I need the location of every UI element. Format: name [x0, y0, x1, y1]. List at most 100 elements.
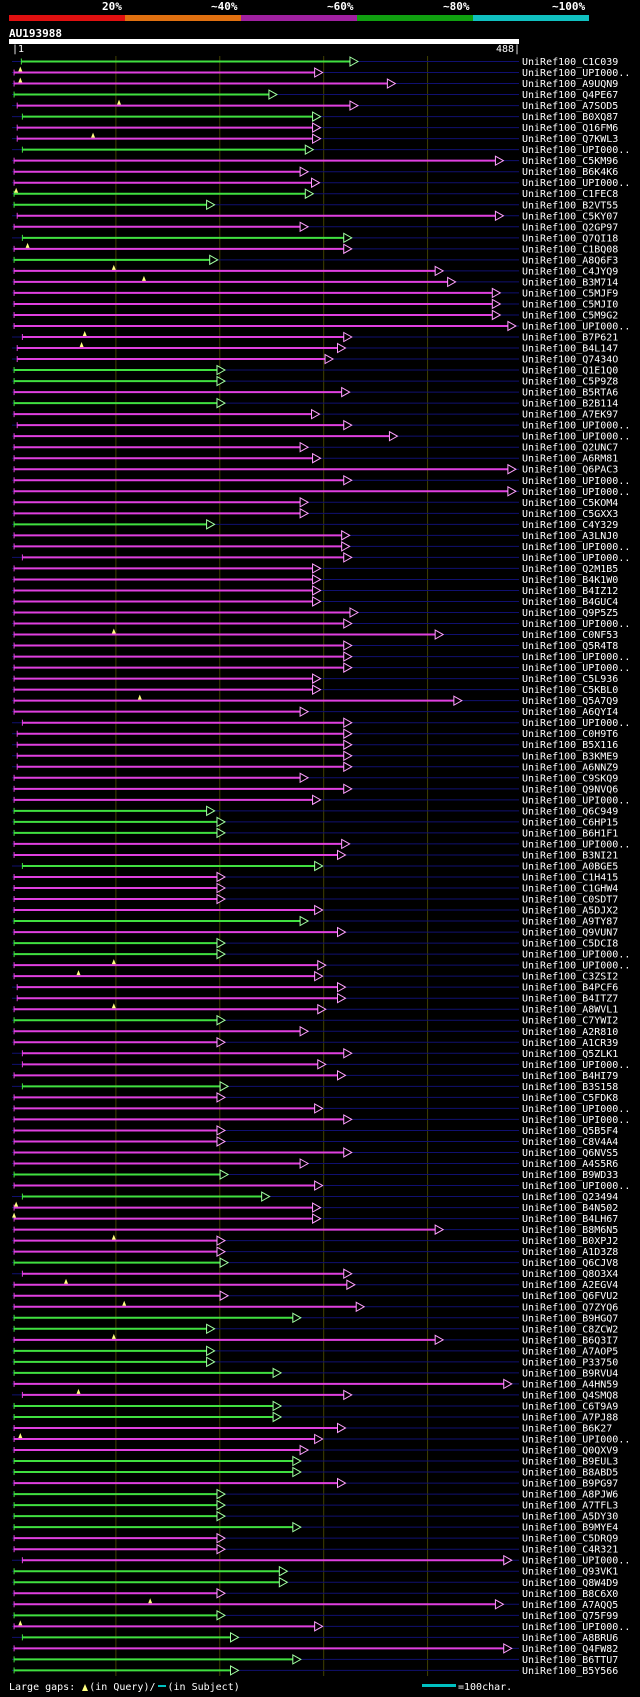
hit-label[interactable]: UniRef100_C1H415 — [522, 872, 618, 883]
hit-label[interactable]: UniRef100_Q9VUN7 — [522, 928, 618, 939]
hit-label[interactable]: UniRef100_Q6CJV8 — [522, 1258, 618, 1269]
hit-label[interactable]: UniRef100_C5GXX3 — [522, 509, 618, 520]
hit-label[interactable]: UniRef100_Q2GP97 — [522, 222, 618, 233]
hit-label[interactable]: UniRef100_C3ZSI2 — [522, 972, 618, 983]
hit-label[interactable]: UniRef100_B9MYE4 — [522, 1523, 618, 1534]
hit-label[interactable]: UniRef100_Q5A7Q9 — [522, 696, 618, 707]
hit-label[interactable]: UniRef100_C5KM96 — [522, 156, 618, 167]
hit-label[interactable]: UniRef100_UPI000.. — [522, 68, 630, 79]
hit-label[interactable]: UniRef100_Q7ZYQ6 — [522, 1302, 618, 1313]
hit-label[interactable]: UniRef100_UPI000.. — [522, 1104, 630, 1115]
hit-label[interactable]: UniRef100_C0SDT7 — [522, 895, 618, 906]
hit-label[interactable]: UniRef100_B4GUC4 — [522, 597, 618, 608]
hit-label[interactable]: UniRef100_Q5B5F4 — [522, 1126, 618, 1137]
hit-label[interactable]: UniRef100_B5RTA6 — [522, 388, 618, 399]
hit-label[interactable]: UniRef100_UPI000.. — [522, 178, 630, 189]
hit-label[interactable]: UniRef100_C5L936 — [522, 674, 618, 685]
hit-label[interactable]: UniRef100_UPI000.. — [522, 321, 630, 332]
hit-label[interactable]: UniRef100_B4N502 — [522, 1203, 618, 1214]
hit-label[interactable]: UniRef100_A1CR39 — [522, 1038, 618, 1049]
hit-label[interactable]: UniRef100_B4PCF6 — [522, 983, 618, 994]
hit-label[interactable]: UniRef100_A1D3Z8 — [522, 1247, 618, 1258]
hit-label[interactable]: UniRef100_A7SOD5 — [522, 101, 618, 112]
hit-label[interactable]: UniRef100_Q7KWL3 — [522, 134, 618, 145]
hit-label[interactable]: UniRef100_UPI000.. — [522, 145, 630, 156]
hit-label[interactable]: UniRef100_A4HN59 — [522, 1379, 618, 1390]
hit-label[interactable]: UniRef100_Q93VK1 — [522, 1567, 618, 1578]
hit-label[interactable]: UniRef100_B3M714 — [522, 277, 618, 288]
hit-label[interactable]: UniRef100_C8ZCW2 — [522, 1324, 618, 1335]
hit-label[interactable]: UniRef100_A7AOP5 — [522, 1346, 618, 1357]
hit-label[interactable]: UniRef100_UPI000.. — [522, 487, 630, 498]
hit-label[interactable]: UniRef100_B0XQ87 — [522, 112, 618, 123]
hit-label[interactable]: UniRef100_A7AQQ5 — [522, 1600, 618, 1611]
hit-label[interactable]: UniRef100_Q4SMQ8 — [522, 1390, 618, 1401]
hit-label[interactable]: UniRef100_C5MJF9 — [522, 288, 618, 299]
hit-label[interactable]: UniRef100_Q9NVQ6 — [522, 784, 618, 795]
hit-label[interactable]: UniRef100_Q7QI18 — [522, 233, 618, 244]
hit-label[interactable]: UniRef100_B2B114 — [522, 399, 618, 410]
hit-label[interactable]: UniRef100_UPI000.. — [522, 961, 630, 972]
hit-label[interactable]: UniRef100_B6K27 — [522, 1423, 612, 1434]
hit-label[interactable]: UniRef100_C0NF53 — [522, 630, 618, 641]
hit-label[interactable]: UniRef100_B3NI21 — [522, 850, 618, 861]
hit-label[interactable]: UniRef100_C9SKQ9 — [522, 773, 618, 784]
hit-label[interactable]: UniRef100_B5X116 — [522, 740, 618, 751]
hit-label[interactable]: UniRef100_B9EUL3 — [522, 1457, 618, 1468]
hit-label[interactable]: UniRef100_A6RM81 — [522, 454, 618, 465]
hit-label[interactable]: UniRef100_B6K4K6 — [522, 167, 618, 178]
hit-label[interactable]: UniRef100_A9TY87 — [522, 917, 618, 928]
hit-label[interactable]: UniRef100_C4R321 — [522, 1545, 618, 1556]
hit-label[interactable]: UniRef100_UPI000.. — [522, 421, 630, 432]
hit-label[interactable]: UniRef100_B9PG97 — [522, 1479, 618, 1490]
hit-label[interactable]: UniRef100_Q6FVU2 — [522, 1291, 618, 1302]
hit-label[interactable]: UniRef100_C5KY07 — [522, 211, 618, 222]
hit-label[interactable]: UniRef100_B9WD33 — [522, 1170, 618, 1181]
hit-label[interactable]: UniRef100_UPI000.. — [522, 718, 630, 729]
hit-label[interactable]: UniRef100_Q23494 — [522, 1192, 618, 1203]
hit-label[interactable]: UniRef100_B5Y566 — [522, 1666, 618, 1677]
hit-label[interactable]: UniRef100_A2EGV4 — [522, 1280, 618, 1291]
hit-label[interactable]: UniRef100_UPI000.. — [522, 1181, 630, 1192]
hit-label[interactable]: UniRef100_C5KBL0 — [522, 685, 618, 696]
hit-label[interactable]: UniRef100_B4HI79 — [522, 1071, 618, 1082]
hit-label[interactable]: UniRef100_A0BGE5 — [522, 861, 618, 872]
hit-label[interactable]: UniRef100_UPI000.. — [522, 432, 630, 443]
hit-label[interactable]: UniRef100_A7TFL3 — [522, 1501, 618, 1512]
hit-label[interactable]: UniRef100_C1GHW4 — [522, 884, 618, 895]
hit-label[interactable]: UniRef100_B2VT55 — [522, 200, 618, 211]
hit-label[interactable]: UniRef100_Q1E1Q0 — [522, 366, 618, 377]
hit-label[interactable]: UniRef100_A8PJW6 — [522, 1490, 618, 1501]
hit-label[interactable]: UniRef100_UPI000.. — [522, 1435, 630, 1446]
hit-label[interactable]: UniRef100_Q4PE67 — [522, 90, 618, 101]
hit-label[interactable]: UniRef100_C5DRQ9 — [522, 1534, 618, 1545]
hit-label[interactable]: UniRef100_B4ITZ7 — [522, 994, 618, 1005]
hit-label[interactable]: UniRef100_UPI000.. — [522, 950, 630, 961]
hit-label[interactable]: UniRef100_B3KME9 — [522, 751, 618, 762]
hit-label[interactable]: UniRef100_C1BQ08 — [522, 244, 618, 255]
hit-label[interactable]: UniRef100_Q6C949 — [522, 806, 618, 817]
hit-label[interactable]: UniRef100_Q75F99 — [522, 1611, 618, 1622]
hit-label[interactable]: UniRef100_Q2UNC7 — [522, 443, 618, 454]
hit-label[interactable]: UniRef100_C5FDK8 — [522, 1093, 618, 1104]
hit-label[interactable]: UniRef100_C5MJI0 — [522, 299, 618, 310]
hit-label[interactable]: UniRef100_UPI000.. — [522, 553, 630, 564]
hit-label[interactable]: UniRef100_B6TTU7 — [522, 1655, 618, 1666]
hit-label[interactable]: UniRef100_A5DJX2 — [522, 906, 618, 917]
hit-label[interactable]: UniRef100_Q16FM6 — [522, 123, 618, 134]
hit-label[interactable]: UniRef100_A3LNJ0 — [522, 531, 618, 542]
hit-label[interactable]: UniRef100_Q8O3X4 — [522, 1269, 618, 1280]
hit-label[interactable]: UniRef100_Q7434O — [522, 355, 618, 366]
hit-label[interactable]: UniRef100_Q8W4D9 — [522, 1578, 618, 1589]
hit-label[interactable]: UniRef100_UPI000.. — [522, 663, 630, 674]
hit-label[interactable]: UniRef100_UPI000.. — [522, 1060, 630, 1071]
hit-label[interactable]: UniRef100_B4K1W0 — [522, 575, 618, 586]
hit-label[interactable]: UniRef100_C5DCI8 — [522, 939, 618, 950]
hit-label[interactable]: UniRef100_B7P621 — [522, 333, 618, 344]
hit-label[interactable]: UniRef100_UPI000.. — [522, 652, 630, 663]
hit-label[interactable]: UniRef100_Q5ZLK1 — [522, 1049, 618, 1060]
hit-label[interactable]: UniRef100_B6H1F1 — [522, 828, 618, 839]
hit-label[interactable]: UniRef100_B3S158 — [522, 1082, 618, 1093]
hit-label[interactable]: UniRef100_A8BRU6 — [522, 1633, 618, 1644]
hit-label[interactable]: UniRef100_A7EK97 — [522, 410, 618, 421]
